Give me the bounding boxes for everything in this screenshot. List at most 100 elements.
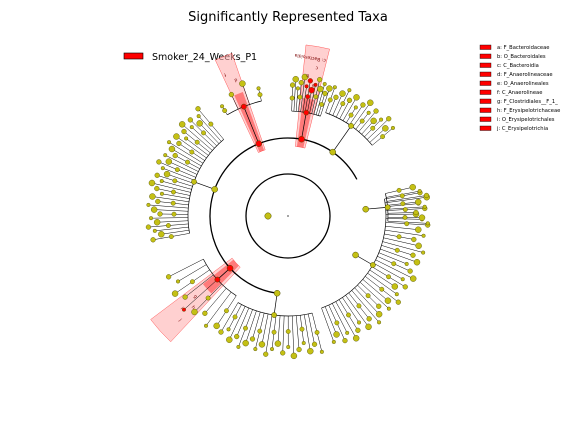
tree-node (154, 172, 160, 178)
tree-node (243, 325, 248, 331)
tree-node (373, 108, 379, 114)
tree-node (156, 159, 162, 165)
tree-node (347, 88, 352, 93)
tree-node (222, 108, 228, 113)
branch-leaf (154, 209, 189, 212)
tree-node (205, 295, 211, 301)
tree-node (264, 212, 272, 220)
tree-node (407, 268, 413, 274)
branch-leaf (369, 128, 386, 143)
tree-node (239, 80, 246, 87)
branch-leaf (242, 83, 250, 105)
tree-node (415, 198, 422, 206)
tree-node (148, 179, 156, 187)
tree-node (339, 90, 346, 97)
branch-leaf (386, 195, 427, 202)
tree-node (395, 299, 401, 305)
tree-node (196, 114, 201, 119)
branch-leaf (176, 136, 207, 159)
tree-node (194, 139, 200, 145)
branch-leaf (335, 301, 357, 339)
tree-node (196, 120, 203, 127)
tree-node (289, 82, 296, 88)
tree-node (322, 90, 328, 97)
clade-legend-label: d: F_Anaerolineaceae (497, 72, 553, 78)
tree-node (421, 250, 426, 255)
clade-legend-swatch (479, 62, 492, 68)
tree-node (313, 82, 318, 87)
tree-node (182, 294, 188, 300)
tree-node (253, 347, 258, 352)
tree-node (174, 167, 180, 173)
branch-stem (332, 125, 352, 153)
tree-node (375, 311, 383, 318)
tree-node (295, 86, 300, 91)
tree-node (333, 94, 339, 100)
branch-leaf (349, 104, 364, 125)
branch-leaf (183, 279, 218, 310)
clade-legend-item: h: F_Erysipelotrichaceae (479, 107, 560, 114)
clade-legend-swatch (479, 89, 492, 95)
tree-node (178, 121, 186, 128)
tree-node (165, 223, 171, 228)
branch-leaf (342, 297, 360, 323)
branch-leaf (282, 315, 285, 353)
tree-node (352, 335, 360, 342)
branch-leaf (184, 274, 214, 298)
tree-node (362, 205, 369, 213)
tree-node (149, 216, 154, 221)
tree-node (410, 275, 417, 282)
tree-node (298, 135, 305, 143)
tree-node (152, 228, 157, 233)
clade-legend-label: b: O_Bacteroidales (497, 54, 546, 60)
tree-node (404, 221, 410, 227)
root-node (287, 215, 289, 217)
tree-node (187, 117, 193, 123)
tree-node (377, 320, 382, 325)
branch-leaf (157, 220, 189, 223)
tree-node (159, 179, 164, 184)
clade-legend-label: e: O_Anaerolineales (497, 81, 549, 87)
tree-node (402, 207, 408, 212)
tree-node (289, 95, 295, 101)
branch-leaf (367, 273, 397, 295)
tree-node (172, 178, 178, 184)
branch-leaf (342, 97, 357, 121)
branch-leaf (352, 102, 371, 128)
branch-leaf (378, 252, 407, 265)
clade-legend-label: a: F_Bacteroidaceae (497, 45, 550, 51)
tree-node (415, 242, 422, 250)
branch-leaf (383, 237, 419, 247)
clade-legend-item: f: C_Anaerolineae (479, 89, 542, 96)
tree-node (307, 78, 313, 84)
tree-node (155, 198, 161, 205)
tree-node (189, 125, 194, 130)
branch-leaf (236, 307, 250, 337)
tree-node (329, 148, 336, 156)
branch-stem (273, 293, 278, 316)
clade-legend-item: a: F_Bacteroidaceae (479, 44, 550, 51)
branch-leaf (229, 306, 246, 340)
branch-leaf (220, 302, 239, 333)
tree-node (391, 283, 399, 290)
tree-node (413, 209, 419, 216)
branch-leaf (165, 154, 199, 172)
clade-highlights (150, 44, 330, 343)
clade-legend-item: i: O_Erysipelotrichales (479, 116, 555, 123)
tree-node (171, 189, 176, 195)
tree-node (367, 99, 374, 106)
tree-node (170, 200, 176, 206)
clade-labels: abc df gh i j c: Bacteroidia (177, 52, 326, 323)
tree-node (189, 149, 195, 155)
tree-node (234, 333, 240, 340)
tree-node (146, 202, 151, 207)
clade-legend-swatch (479, 116, 492, 122)
branch-stem (365, 206, 388, 210)
clade-label: f (223, 71, 227, 77)
branch-leaf (151, 217, 189, 219)
tree-node (226, 336, 233, 343)
tree-node (220, 104, 225, 109)
tree-node (307, 347, 314, 355)
tree-node (370, 262, 376, 268)
